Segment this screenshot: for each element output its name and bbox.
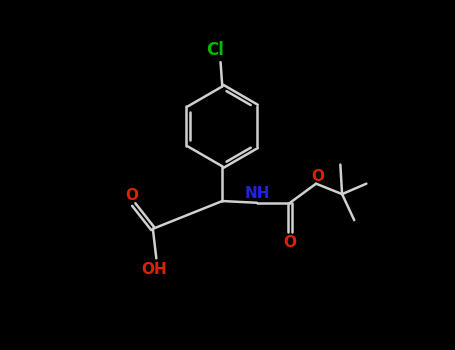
Text: Cl: Cl xyxy=(207,41,224,59)
Text: O: O xyxy=(125,188,138,203)
Text: O: O xyxy=(311,169,324,183)
Text: O: O xyxy=(283,234,297,250)
Text: NH: NH xyxy=(244,186,270,201)
Text: OH: OH xyxy=(142,262,167,277)
